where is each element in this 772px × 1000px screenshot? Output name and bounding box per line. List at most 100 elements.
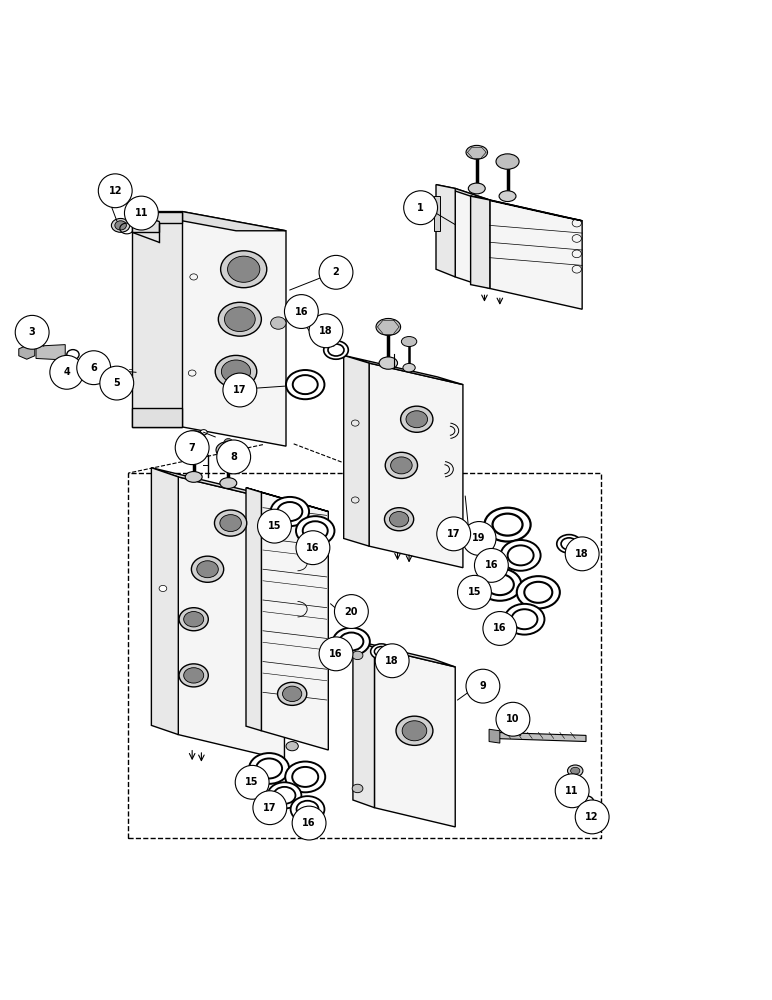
Text: 3: 3 <box>29 327 36 337</box>
Text: 2: 2 <box>333 267 340 277</box>
Ellipse shape <box>200 430 207 435</box>
Ellipse shape <box>567 765 583 777</box>
Ellipse shape <box>516 576 560 608</box>
Text: 11: 11 <box>565 786 579 796</box>
Ellipse shape <box>271 317 286 329</box>
Polygon shape <box>246 488 328 512</box>
Polygon shape <box>369 363 463 568</box>
Ellipse shape <box>215 510 247 536</box>
Ellipse shape <box>278 682 306 705</box>
Circle shape <box>319 255 353 289</box>
Ellipse shape <box>561 538 577 550</box>
Ellipse shape <box>557 535 581 553</box>
Ellipse shape <box>286 370 324 399</box>
Text: 18: 18 <box>385 656 399 666</box>
Polygon shape <box>436 185 455 277</box>
Polygon shape <box>36 345 66 360</box>
Ellipse shape <box>524 582 552 603</box>
Ellipse shape <box>111 218 130 232</box>
Circle shape <box>15 315 49 349</box>
Circle shape <box>292 806 326 840</box>
Circle shape <box>124 196 158 230</box>
Ellipse shape <box>466 145 488 159</box>
Text: 16: 16 <box>306 543 320 553</box>
Polygon shape <box>471 196 582 221</box>
Circle shape <box>334 595 368 628</box>
Text: 11: 11 <box>134 208 148 218</box>
Ellipse shape <box>469 183 486 194</box>
Polygon shape <box>151 468 284 502</box>
Ellipse shape <box>273 787 296 804</box>
Polygon shape <box>344 355 369 546</box>
Text: 16: 16 <box>485 560 498 570</box>
Text: 4: 4 <box>63 367 70 377</box>
Polygon shape <box>374 648 455 827</box>
Ellipse shape <box>179 608 208 631</box>
Text: 17: 17 <box>447 529 460 539</box>
Ellipse shape <box>391 457 412 474</box>
Ellipse shape <box>571 767 580 774</box>
Circle shape <box>555 774 589 808</box>
Circle shape <box>175 431 209 465</box>
Ellipse shape <box>396 716 433 745</box>
Text: 15: 15 <box>268 521 281 531</box>
Ellipse shape <box>403 363 415 372</box>
Circle shape <box>475 548 508 582</box>
Ellipse shape <box>385 452 418 478</box>
Ellipse shape <box>191 556 224 582</box>
Ellipse shape <box>179 664 208 687</box>
Ellipse shape <box>493 514 523 536</box>
Text: 12: 12 <box>585 812 599 822</box>
Ellipse shape <box>286 742 298 751</box>
Polygon shape <box>489 729 499 743</box>
Circle shape <box>375 644 409 678</box>
Ellipse shape <box>500 540 540 571</box>
Text: 10: 10 <box>506 714 520 724</box>
Polygon shape <box>493 732 586 742</box>
Polygon shape <box>344 355 463 385</box>
Circle shape <box>100 366 134 400</box>
Polygon shape <box>246 488 262 731</box>
Polygon shape <box>19 345 35 359</box>
Ellipse shape <box>81 358 87 362</box>
Ellipse shape <box>479 568 521 601</box>
Ellipse shape <box>508 545 533 565</box>
Text: 17: 17 <box>263 803 276 813</box>
Ellipse shape <box>221 251 267 288</box>
Ellipse shape <box>222 360 251 383</box>
Text: 9: 9 <box>479 681 486 691</box>
Ellipse shape <box>285 762 325 792</box>
Polygon shape <box>471 196 490 288</box>
Ellipse shape <box>401 406 433 432</box>
Text: 16: 16 <box>295 307 308 317</box>
Ellipse shape <box>268 782 301 808</box>
Circle shape <box>458 575 492 609</box>
Polygon shape <box>132 212 182 427</box>
Circle shape <box>224 438 233 448</box>
Text: 5: 5 <box>113 378 120 388</box>
Text: 6: 6 <box>90 363 97 373</box>
Ellipse shape <box>512 609 537 629</box>
Ellipse shape <box>333 628 370 655</box>
Text: 16: 16 <box>493 623 506 633</box>
Ellipse shape <box>401 337 417 347</box>
Text: 12: 12 <box>109 186 122 196</box>
Circle shape <box>296 531 330 565</box>
Circle shape <box>309 314 343 348</box>
Circle shape <box>496 702 530 736</box>
Ellipse shape <box>225 307 256 332</box>
Ellipse shape <box>499 191 516 202</box>
Circle shape <box>98 174 132 208</box>
Circle shape <box>76 351 110 385</box>
Ellipse shape <box>328 344 344 356</box>
Ellipse shape <box>296 516 334 545</box>
Circle shape <box>437 517 471 551</box>
Polygon shape <box>434 196 440 231</box>
Ellipse shape <box>159 585 167 592</box>
Circle shape <box>258 509 291 543</box>
Text: 15: 15 <box>245 777 259 787</box>
Polygon shape <box>262 492 328 750</box>
Ellipse shape <box>352 784 363 793</box>
Polygon shape <box>436 185 490 200</box>
Ellipse shape <box>303 521 328 540</box>
